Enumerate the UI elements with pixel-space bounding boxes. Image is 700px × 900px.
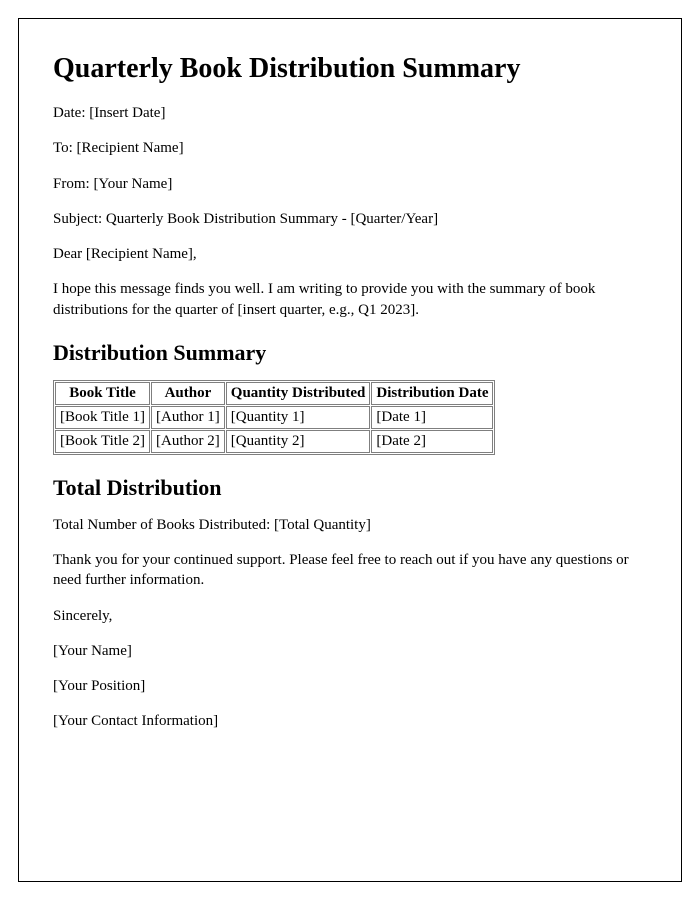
- cell-date: [Date 2]: [371, 430, 493, 453]
- table-row: [Book Title 2] [Author 2] [Quantity 2] […: [55, 430, 493, 453]
- cell-author: [Author 2]: [151, 430, 225, 453]
- cell-book-title: [Book Title 1]: [55, 406, 150, 429]
- signature-name: [Your Name]: [53, 641, 647, 661]
- to-label: To:: [53, 140, 73, 156]
- distribution-heading: Distribution Summary: [53, 340, 647, 366]
- from-label: From:: [53, 176, 90, 192]
- closing: Sincerely,: [53, 606, 647, 626]
- table-header-row: Book Title Author Quantity Distributed D…: [55, 382, 493, 405]
- date-label: Date:: [53, 105, 85, 121]
- cell-book-title: [Book Title 2]: [55, 430, 150, 453]
- cell-quantity: [Quantity 2]: [226, 430, 371, 453]
- col-book-title: Book Title: [55, 382, 150, 405]
- col-date: Distribution Date: [371, 382, 493, 405]
- to-value: [Recipient Name]: [77, 140, 184, 156]
- document-page: Quarterly Book Distribution Summary Date…: [18, 18, 682, 882]
- total-heading: Total Distribution: [53, 475, 647, 501]
- subject-value: Quarterly Book Distribution Summary - [Q…: [106, 211, 438, 227]
- from-value: [Your Name]: [93, 176, 172, 192]
- total-line: Total Number of Books Distributed: [Tota…: [53, 515, 647, 535]
- intro-paragraph: I hope this message finds you well. I am…: [53, 279, 647, 320]
- cell-date: [Date 1]: [371, 406, 493, 429]
- salutation: Dear [Recipient Name],: [53, 244, 647, 264]
- from-line: From: [Your Name]: [53, 174, 647, 194]
- date-line: Date: [Insert Date]: [53, 103, 647, 123]
- cell-quantity: [Quantity 1]: [226, 406, 371, 429]
- col-author: Author: [151, 382, 225, 405]
- subject-line: Subject: Quarterly Book Distribution Sum…: [53, 209, 647, 229]
- cell-author: [Author 1]: [151, 406, 225, 429]
- subject-label: Subject:: [53, 211, 102, 227]
- distribution-table: Book Title Author Quantity Distributed D…: [53, 380, 495, 455]
- table-row: [Book Title 1] [Author 1] [Quantity 1] […: [55, 406, 493, 429]
- signature-contact: [Your Contact Information]: [53, 711, 647, 731]
- signature-position: [Your Position]: [53, 676, 647, 696]
- to-line: To: [Recipient Name]: [53, 138, 647, 158]
- date-value: [Insert Date]: [89, 105, 165, 121]
- thankyou-paragraph: Thank you for your continued support. Pl…: [53, 550, 647, 591]
- col-quantity: Quantity Distributed: [226, 382, 371, 405]
- page-title: Quarterly Book Distribution Summary: [53, 53, 647, 85]
